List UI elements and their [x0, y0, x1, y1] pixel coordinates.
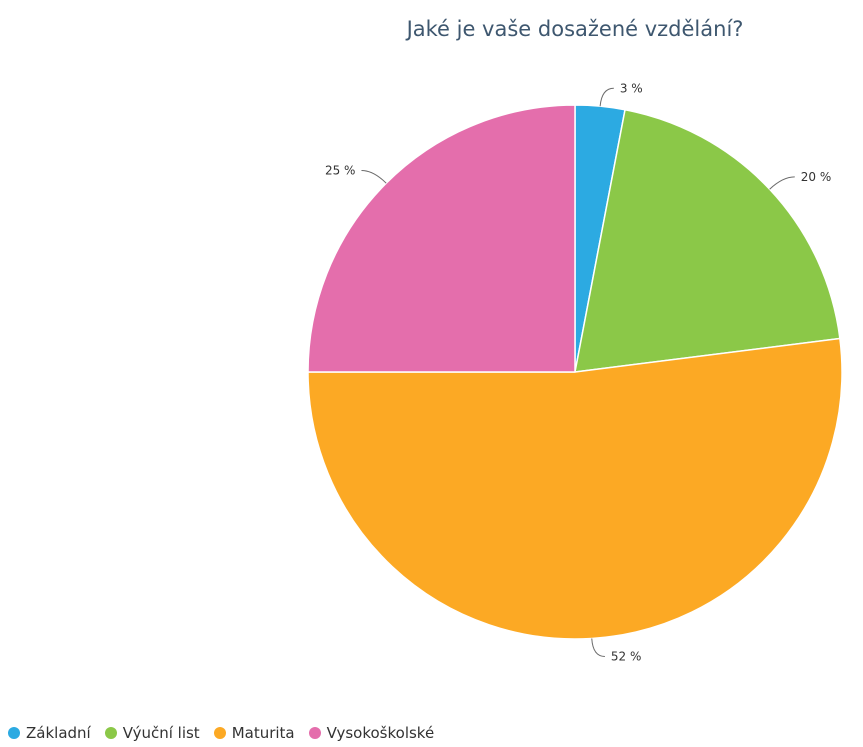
label-connector-2	[769, 176, 795, 190]
legend-label: Základní	[26, 724, 91, 742]
label-connector-1	[599, 87, 614, 107]
data-label-1: 3 %	[620, 81, 643, 95]
legend-marker-icon	[213, 727, 226, 739]
pie-slice-2[interactable]	[574, 108, 841, 373]
pie-slice-4[interactable]	[307, 104, 576, 373]
data-label-2: 20 %	[801, 170, 832, 184]
legend-item-4[interactable]: Vysokoškolské	[308, 724, 435, 742]
label-connector-4	[361, 169, 387, 184]
data-label-3: 52 %	[611, 649, 642, 663]
legend-item-1[interactable]: Základní	[8, 724, 91, 742]
legend-marker-icon	[104, 727, 117, 739]
chart-legend: Základní Výuční list Maturita Vysokoškolské	[8, 724, 434, 742]
pie-data-labels: 3 % 20 % 52 % 25 %	[325, 81, 831, 663]
label-connector-3	[591, 638, 605, 657]
legend-label: Výuční list	[122, 724, 200, 742]
pie-slice-3[interactable]	[307, 337, 843, 640]
legend-label: Maturita	[231, 724, 295, 742]
legend-item-2[interactable]: Výuční list	[104, 724, 200, 742]
data-label-4: 25 %	[325, 163, 356, 177]
chart-title: Jaké je vaše dosažené vzdělání?	[405, 17, 744, 41]
legend-marker-icon	[8, 727, 20, 739]
legend-marker-icon	[308, 727, 321, 739]
pie-slices	[307, 104, 843, 640]
legend-item-3[interactable]: Maturita	[213, 724, 295, 742]
legend-label: Vysokoškolské	[326, 724, 435, 742]
